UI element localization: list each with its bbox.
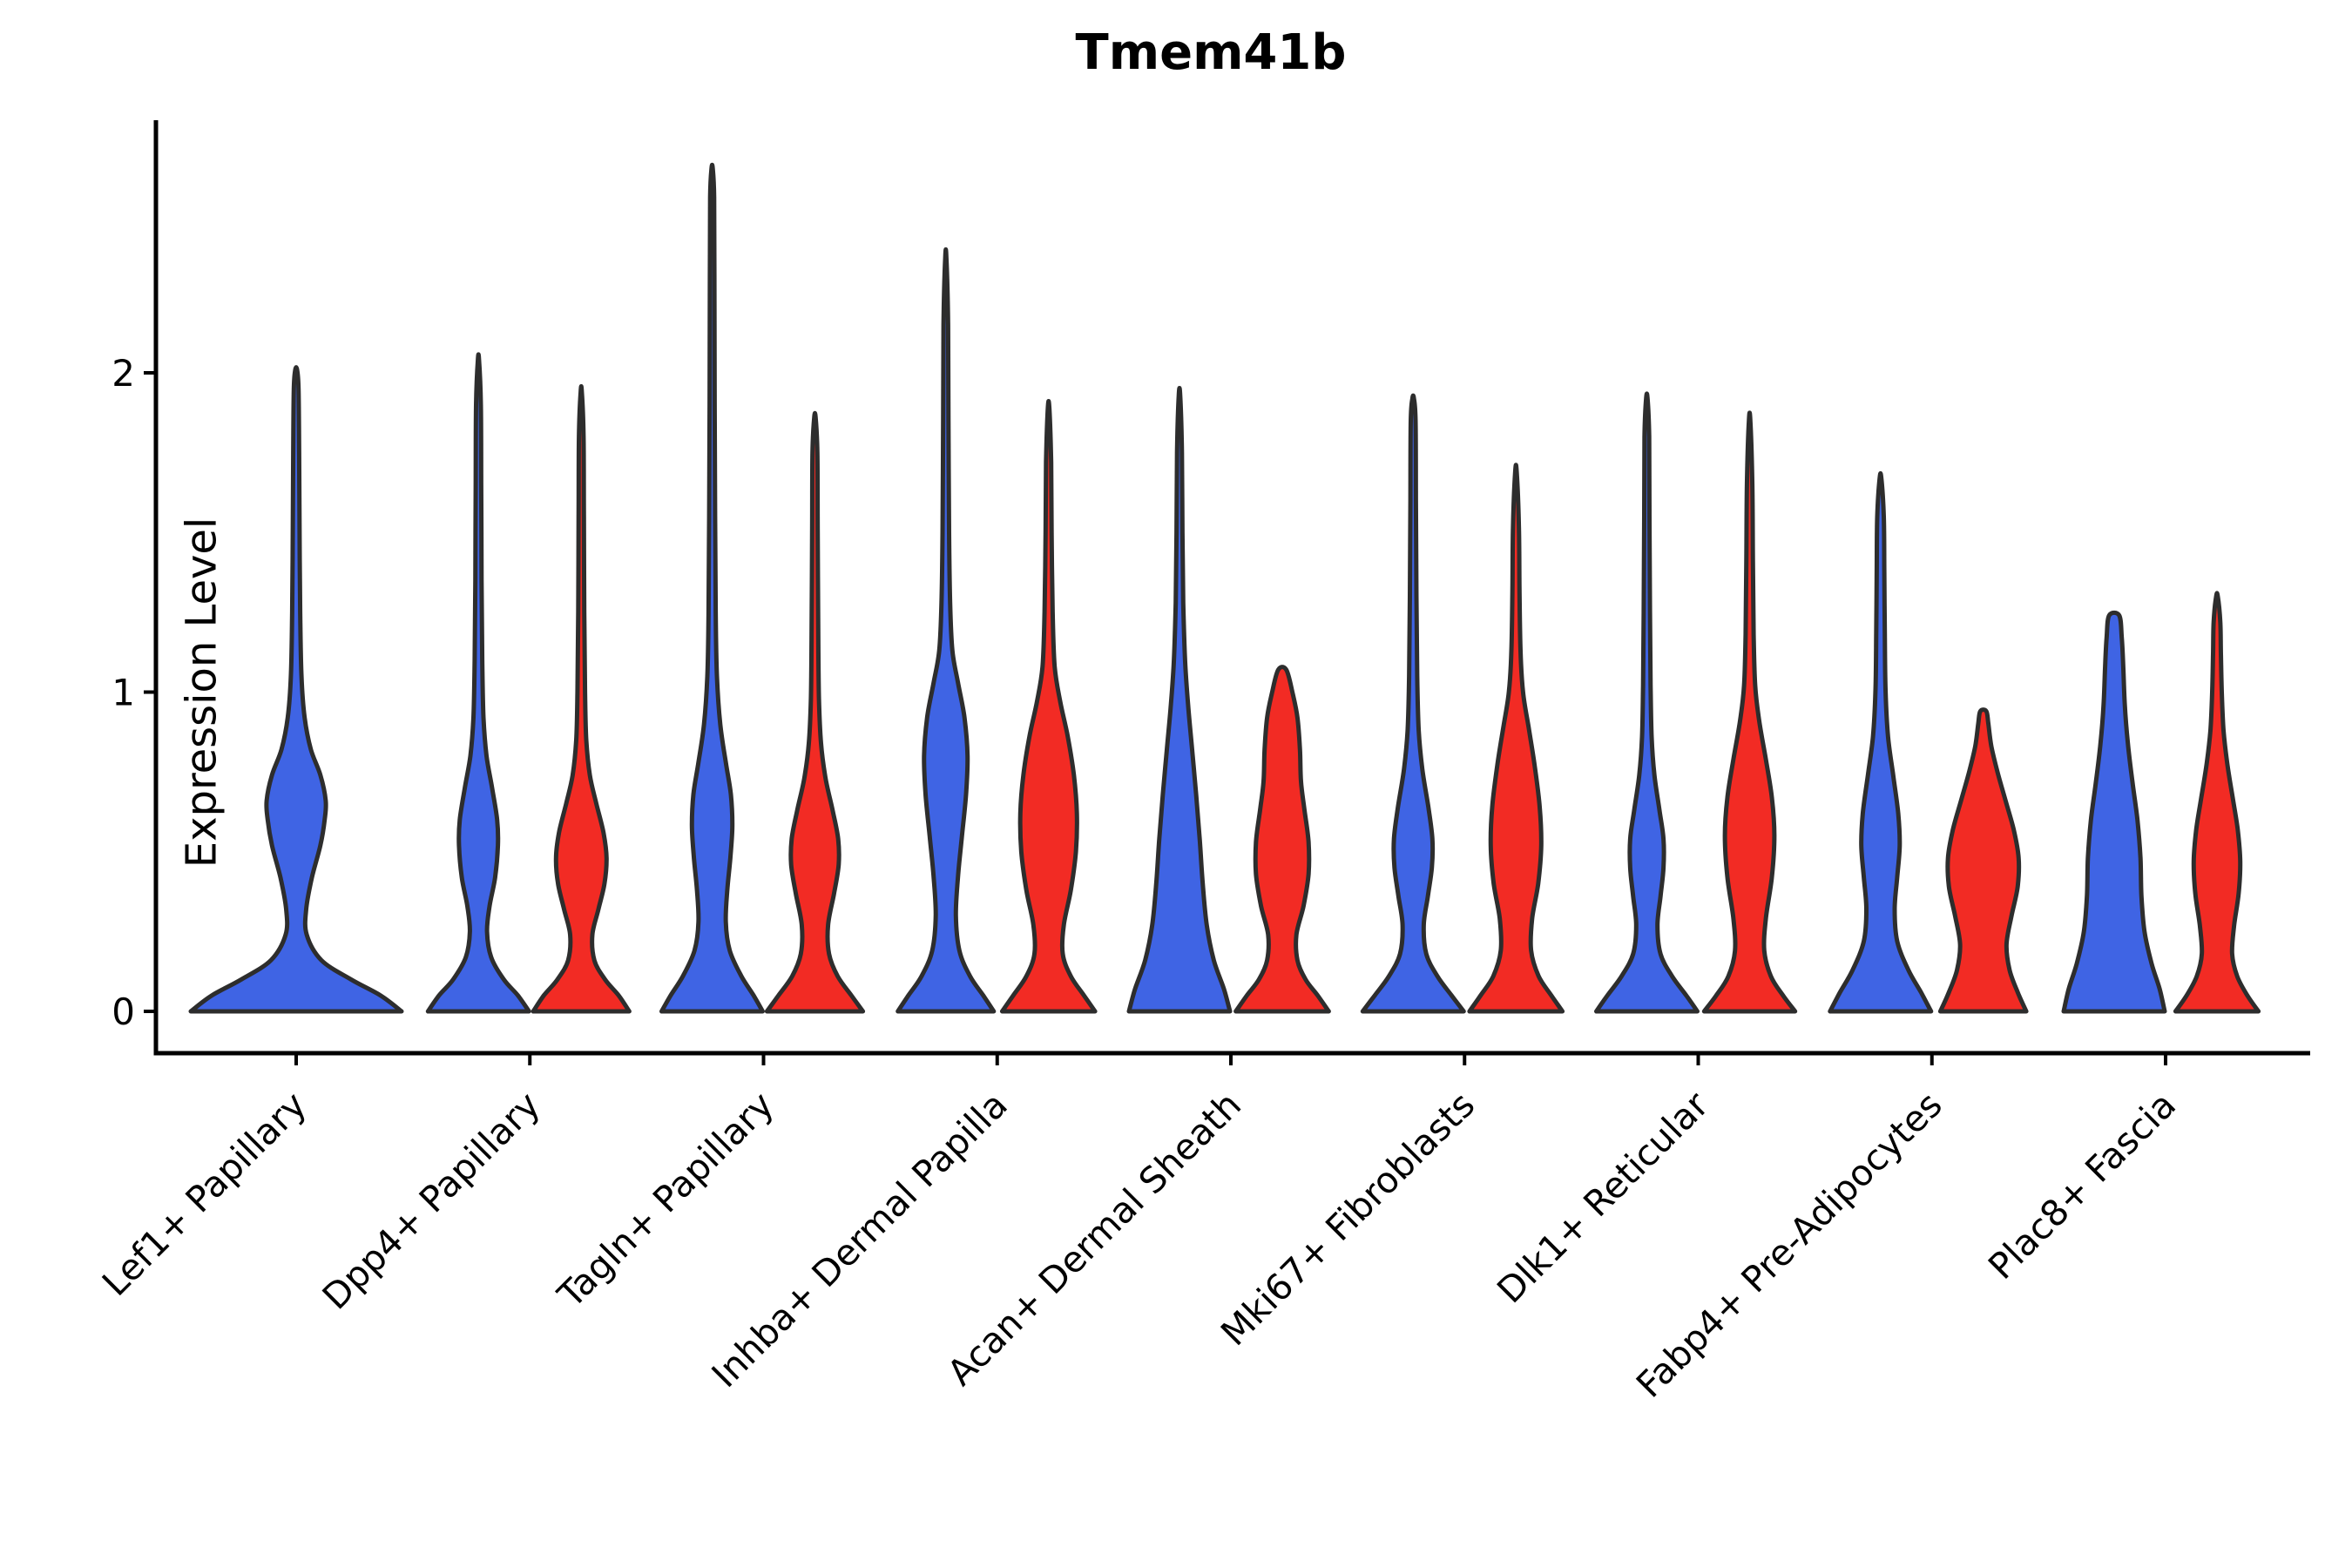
violin-red-inhba-dermal-papilla <box>999 399 1098 1014</box>
violin-red-fabp4-pre-adipocytes <box>1937 707 2029 1014</box>
violin-blue-fabp4-pre-adipocytes <box>1828 470 1934 1014</box>
y-tick-label: 1 <box>112 672 135 714</box>
page-title: Tmem41b <box>1075 24 1347 81</box>
violin-red-dlk1-reticular <box>1701 410 1798 1014</box>
x-tick-label-mki67-fibroblasts: Mki67+ Fibroblasts <box>1213 1084 1483 1354</box>
violin-red-plac8-fascia <box>2173 591 2261 1014</box>
x-tick-label-lef1-papillary: Lef1+ Papillary <box>94 1084 314 1304</box>
x-tick-label-dlk1-reticular: Dlk1+ Reticular <box>1489 1084 1716 1311</box>
violin-blue-acan-dermal-sheath <box>1126 385 1233 1014</box>
violin-blue-lef1-papillary <box>188 365 404 1014</box>
violin-blue-inhba-dermal-papilla <box>896 247 997 1014</box>
violin-red-acan-dermal-sheath <box>1233 665 1331 1014</box>
violin-blue-plac8-fascia <box>2061 610 2167 1014</box>
violin-blue-dlk1-reticular <box>1594 391 1700 1014</box>
violin-blue-mki67-fibroblasts <box>1360 393 1466 1014</box>
violin-blue-tagln-papillary <box>659 162 765 1014</box>
violin-red-tagln-papillary <box>764 410 866 1014</box>
violin-blue-dpp4-papillary <box>425 352 531 1014</box>
x-tick-label-tagln-papillary: Tagln+ Papillary <box>550 1084 782 1316</box>
violin-red-dpp4-papillary <box>531 384 632 1014</box>
x-tick-label-dpp4-papillary: Dpp4+ Papillary <box>314 1084 548 1317</box>
y-tick-label: 0 <box>112 990 135 1033</box>
violin-red-mki67-fibroblasts <box>1467 463 1565 1014</box>
x-tick-label-plac8-fascia: Plac8+ Fascia <box>1980 1084 2184 1288</box>
y-tick-label: 2 <box>112 352 135 395</box>
